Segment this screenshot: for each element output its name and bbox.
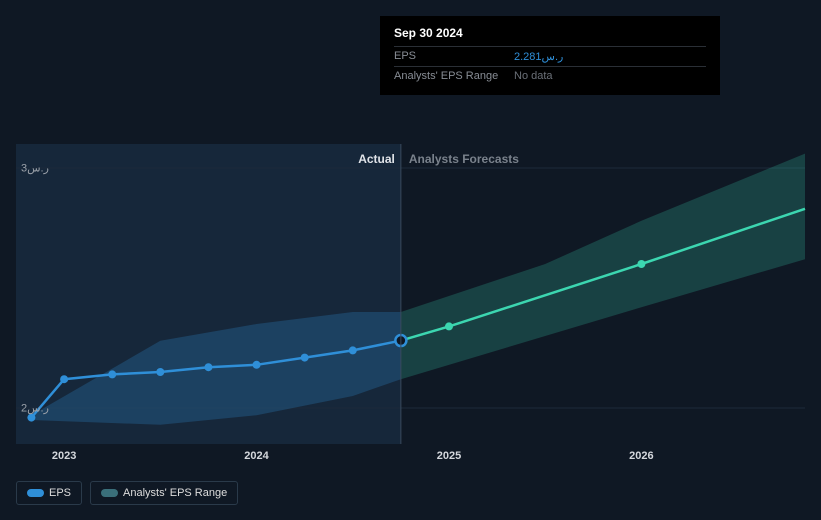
x-axis-tick: 2024: [244, 450, 268, 462]
legend-swatch-range: [101, 489, 117, 497]
legend-swatch-eps: [27, 489, 43, 497]
legend-label: EPS: [49, 487, 71, 499]
tooltip-row-value: No data: [514, 70, 553, 82]
actual-region-label: Actual: [358, 152, 395, 166]
tooltip-row-label: EPS: [394, 50, 514, 63]
legend-item-eps[interactable]: EPS: [16, 481, 82, 505]
forecast-region-label: Analysts Forecasts: [409, 152, 519, 166]
plot-area[interactable]: ر.س2ر.س32023202420252026ActualAnalysts F…: [16, 144, 805, 444]
y-axis-tick: ر.س3: [21, 162, 49, 175]
legend: EPS Analysts' EPS Range: [16, 481, 238, 505]
x-axis-tick: 2025: [437, 450, 461, 462]
x-axis-tick: 2023: [52, 450, 76, 462]
tooltip-row-label: Analysts' EPS Range: [394, 70, 514, 82]
tooltip-row-value: ر.س2.281: [514, 50, 563, 63]
x-axis-tick: 2026: [629, 450, 653, 462]
y-axis-tick: ر.س2: [21, 402, 49, 415]
legend-item-range[interactable]: Analysts' EPS Range: [90, 481, 238, 505]
tooltip-row: EPSر.س2.281: [394, 46, 706, 66]
tooltip-date: Sep 30 2024: [394, 26, 706, 40]
chart-tooltip: Sep 30 2024 EPSر.س2.281Analysts' EPS Ran…: [380, 16, 720, 95]
tooltip-row: Analysts' EPS RangeNo data: [394, 66, 706, 85]
legend-label: Analysts' EPS Range: [123, 487, 227, 499]
chart-svg: [16, 144, 805, 444]
